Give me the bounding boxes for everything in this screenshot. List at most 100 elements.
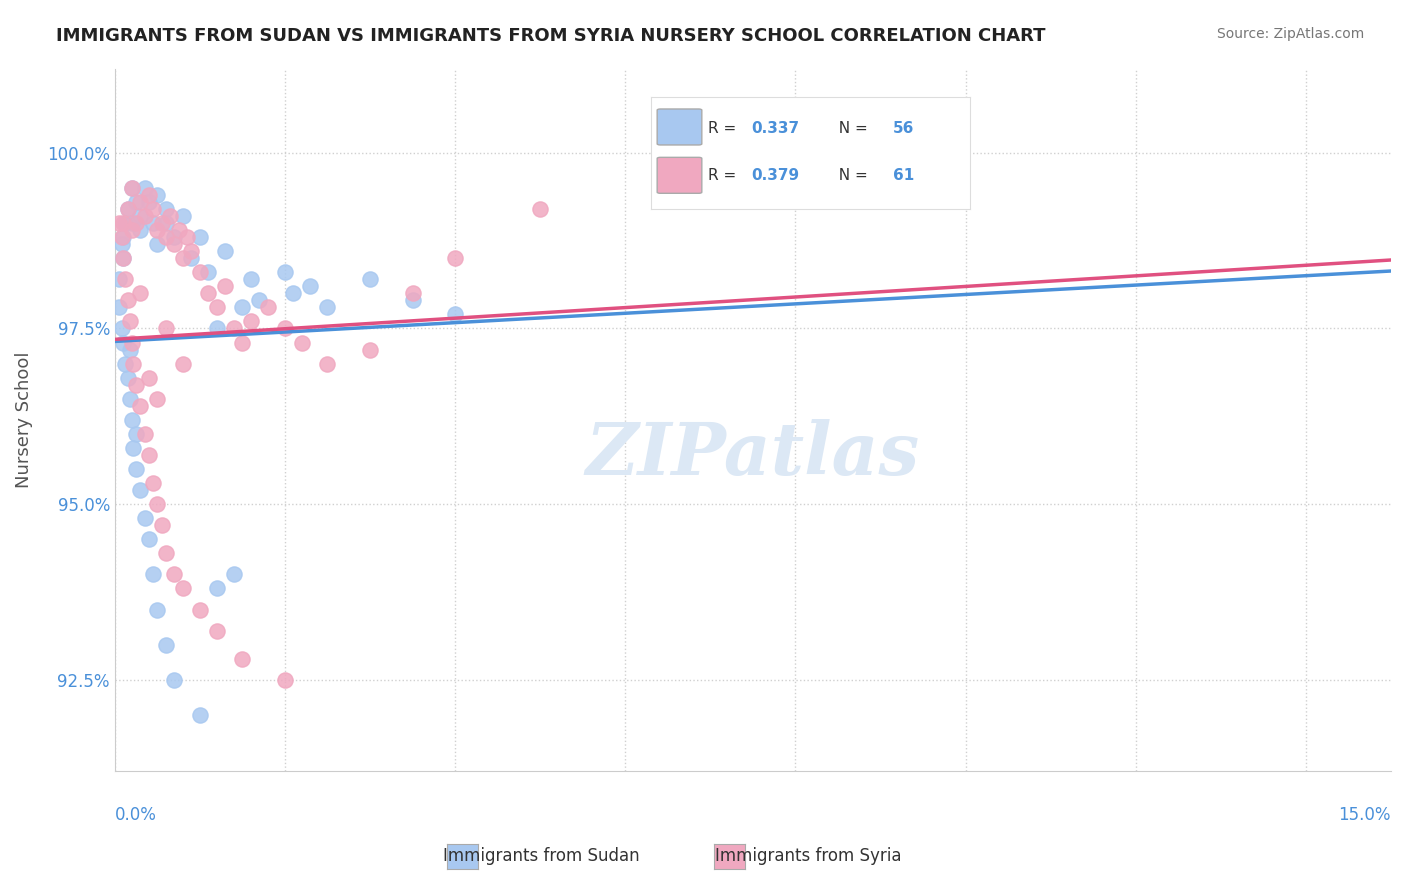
Point <box>274 265 297 279</box>
Point <box>112 251 135 265</box>
Point <box>172 251 194 265</box>
Point <box>122 357 145 371</box>
Point <box>117 370 139 384</box>
Point <box>163 237 186 252</box>
Text: ZIPatlas: ZIPatlas <box>586 419 920 491</box>
Point <box>108 216 131 230</box>
Point <box>121 223 143 237</box>
Point <box>146 223 169 237</box>
Point <box>214 279 236 293</box>
Point <box>138 370 160 384</box>
Point <box>167 223 190 237</box>
Point <box>146 237 169 252</box>
Point <box>188 265 211 279</box>
Point <box>247 293 270 308</box>
Point <box>134 209 156 223</box>
Text: 0.0%: 0.0% <box>115 806 156 824</box>
Point <box>299 279 322 293</box>
Point <box>163 673 186 687</box>
Point <box>121 413 143 427</box>
Point <box>197 286 219 301</box>
Point <box>188 230 211 244</box>
Point <box>257 301 280 315</box>
Point <box>176 230 198 244</box>
Point <box>120 314 142 328</box>
Point <box>125 426 148 441</box>
Point <box>222 321 245 335</box>
Point <box>117 202 139 216</box>
Point <box>142 202 165 216</box>
Point <box>283 286 305 301</box>
Point <box>155 546 177 560</box>
Point <box>155 216 177 230</box>
Point <box>316 301 339 315</box>
Point <box>112 230 135 244</box>
Point <box>112 335 135 350</box>
Point <box>222 567 245 582</box>
Point <box>120 343 142 357</box>
Point <box>239 314 262 328</box>
Point <box>129 223 152 237</box>
Point <box>231 651 253 665</box>
Point <box>122 441 145 455</box>
Point <box>112 251 135 265</box>
Point <box>108 301 131 315</box>
Point <box>205 301 228 315</box>
Point <box>401 293 423 308</box>
Point <box>274 673 297 687</box>
Point <box>188 707 211 722</box>
Text: Source: ZipAtlas.com: Source: ZipAtlas.com <box>1216 27 1364 41</box>
Point <box>110 321 132 335</box>
Text: Immigrants from Sudan: Immigrants from Sudan <box>443 847 640 865</box>
Point <box>114 216 136 230</box>
Point <box>142 476 165 491</box>
Point <box>138 188 160 202</box>
Point <box>110 237 132 252</box>
Text: 15.0%: 15.0% <box>1339 806 1391 824</box>
Point <box>121 181 143 195</box>
Point <box>180 244 202 259</box>
Point <box>159 209 181 223</box>
Point <box>231 335 253 350</box>
Point <box>150 216 173 230</box>
Point <box>129 483 152 497</box>
Point <box>231 301 253 315</box>
Point <box>529 202 551 216</box>
Point <box>146 497 169 511</box>
Point <box>205 582 228 596</box>
Point <box>155 202 177 216</box>
Point <box>150 518 173 533</box>
Point <box>112 216 135 230</box>
Point <box>134 426 156 441</box>
Point <box>117 202 139 216</box>
Point <box>163 567 186 582</box>
Point <box>120 392 142 406</box>
Point <box>172 357 194 371</box>
Point <box>138 448 160 462</box>
Point <box>172 209 194 223</box>
Point <box>188 602 211 616</box>
Point <box>117 293 139 308</box>
Point <box>142 567 165 582</box>
Point <box>138 533 160 547</box>
Point <box>129 399 152 413</box>
Point <box>239 272 262 286</box>
Point <box>163 230 186 244</box>
Point <box>444 308 467 322</box>
Point <box>180 251 202 265</box>
Point <box>146 602 169 616</box>
Point <box>155 230 177 244</box>
Point <box>291 335 314 350</box>
Point <box>359 343 381 357</box>
Point <box>146 188 169 202</box>
Point <box>114 357 136 371</box>
Point <box>125 194 148 209</box>
Point <box>129 286 152 301</box>
Point <box>125 462 148 476</box>
Point <box>125 377 148 392</box>
Point <box>142 216 165 230</box>
Point <box>155 321 177 335</box>
Point <box>108 272 131 286</box>
Point <box>129 194 152 209</box>
Point <box>155 638 177 652</box>
